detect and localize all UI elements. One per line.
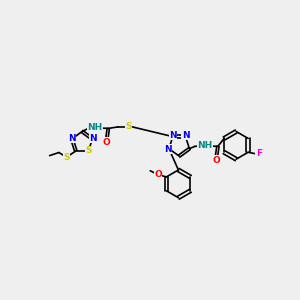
Text: O: O	[154, 170, 162, 179]
Text: N: N	[68, 134, 75, 143]
Text: N: N	[169, 131, 177, 140]
Text: N: N	[182, 131, 189, 140]
Text: O: O	[103, 138, 111, 147]
Text: O: O	[212, 156, 220, 165]
Text: NH: NH	[197, 141, 212, 150]
Text: N: N	[164, 145, 172, 154]
Text: NH: NH	[88, 123, 103, 132]
Text: N: N	[89, 134, 97, 143]
Text: S: S	[125, 122, 132, 131]
Text: F: F	[256, 149, 262, 158]
Text: S: S	[85, 146, 92, 155]
Text: S: S	[63, 153, 70, 162]
